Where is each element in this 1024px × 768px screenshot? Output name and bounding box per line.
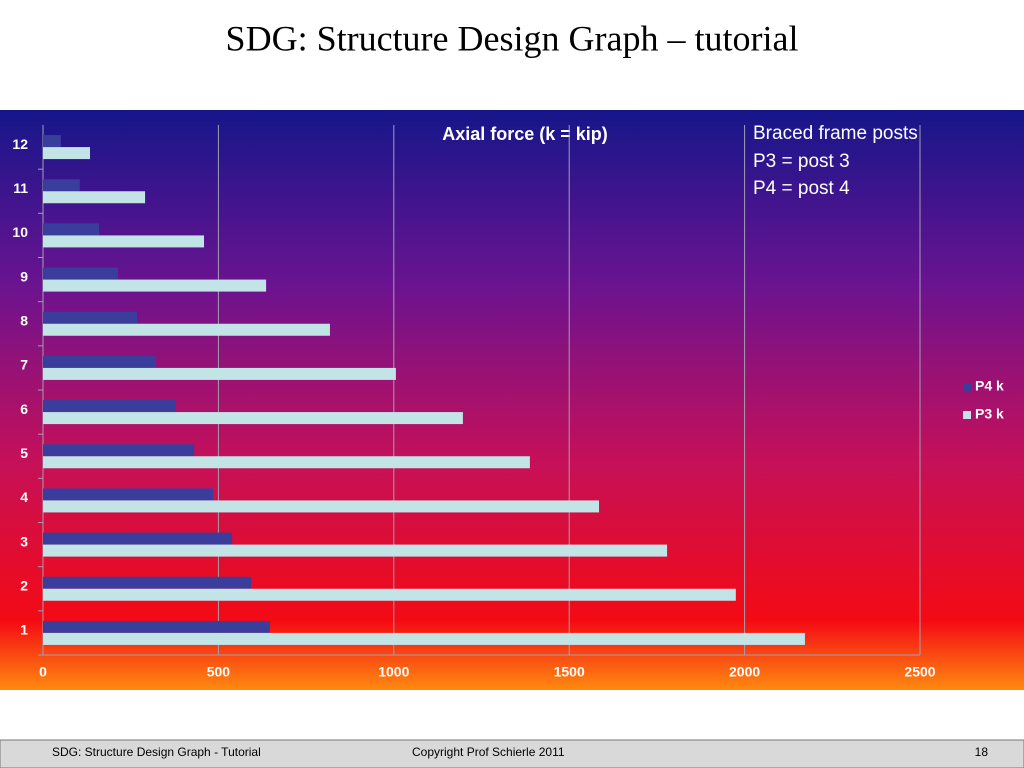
footer-text: Copyright Prof Schierle 2011 bbox=[412, 745, 565, 759]
bar bbox=[43, 311, 138, 324]
annotation: Braced frame posts bbox=[753, 123, 918, 144]
legend-label: P4 k bbox=[975, 378, 1004, 394]
bar bbox=[43, 620, 270, 633]
x-tick-label: 500 bbox=[207, 664, 231, 680]
bar bbox=[43, 500, 600, 513]
bar bbox=[43, 412, 463, 425]
page-number: 18 bbox=[975, 745, 989, 759]
y-tick-label: 7 bbox=[20, 357, 28, 373]
bar bbox=[43, 267, 119, 280]
bar bbox=[43, 223, 100, 236]
y-tick-label: 3 bbox=[20, 533, 28, 549]
bar bbox=[43, 588, 736, 601]
y-tick-label: 12 bbox=[12, 136, 28, 152]
bar bbox=[43, 488, 214, 501]
legend-swatch bbox=[963, 411, 971, 419]
footer-text: SDG: Structure Design Graph - Tutorial bbox=[52, 745, 261, 759]
x-tick-label: 2000 bbox=[729, 664, 760, 680]
bar bbox=[43, 632, 805, 645]
chart-title: Axial force (k = kip) bbox=[442, 124, 608, 144]
y-tick-label: 11 bbox=[13, 180, 28, 196]
y-tick-label: 4 bbox=[20, 489, 28, 505]
bar bbox=[43, 323, 330, 336]
bar bbox=[43, 179, 80, 192]
bar bbox=[43, 456, 530, 469]
y-tick-label: 6 bbox=[20, 401, 28, 417]
bar bbox=[43, 279, 267, 292]
annotation: P3 = post 3 bbox=[753, 151, 850, 172]
annotation: P4 = post 4 bbox=[753, 178, 850, 199]
bar bbox=[43, 135, 61, 148]
bar bbox=[43, 400, 176, 413]
bar bbox=[43, 355, 156, 368]
bar bbox=[43, 532, 233, 545]
y-tick-label: 8 bbox=[20, 312, 28, 328]
x-tick-label: 1500 bbox=[554, 664, 585, 680]
y-tick-label: 1 bbox=[20, 622, 28, 638]
chart-background bbox=[0, 110, 1024, 690]
bar bbox=[43, 576, 252, 589]
x-tick-label: 2500 bbox=[904, 664, 935, 680]
legend-label: P3 k bbox=[975, 406, 1004, 422]
footer-bar bbox=[0, 739, 1024, 768]
y-tick-label: 10 bbox=[12, 224, 28, 240]
legend-swatch bbox=[963, 383, 971, 391]
bar bbox=[43, 235, 205, 248]
y-tick-label: 5 bbox=[20, 445, 28, 461]
x-tick-label: 1000 bbox=[378, 664, 409, 680]
slide-title: SDG: Structure Design Graph – tutorial bbox=[226, 18, 799, 58]
x-tick-label: 0 bbox=[39, 664, 47, 680]
bar bbox=[43, 191, 146, 204]
y-tick-label: 9 bbox=[20, 268, 28, 284]
bar bbox=[43, 544, 668, 557]
bar bbox=[43, 444, 195, 457]
bar bbox=[43, 147, 91, 160]
y-tick-label: 2 bbox=[20, 577, 28, 593]
bar bbox=[43, 367, 396, 380]
